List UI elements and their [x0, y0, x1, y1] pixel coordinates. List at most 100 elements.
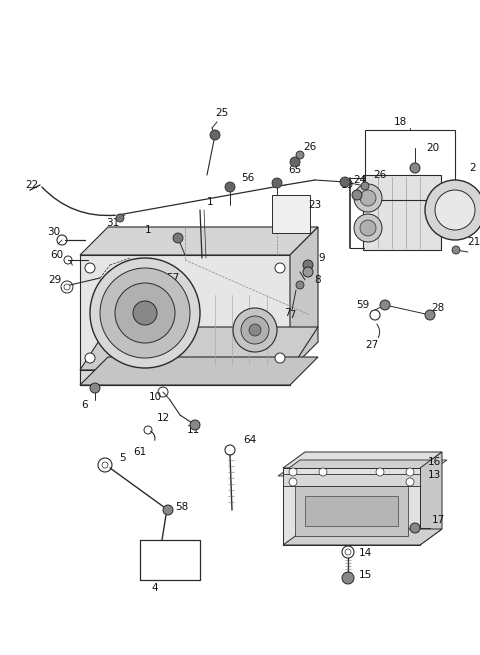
Bar	[365, 130, 455, 200]
Circle shape	[376, 468, 384, 476]
Polygon shape	[80, 357, 318, 385]
Text: 1: 1	[144, 225, 151, 235]
Text: 14: 14	[359, 548, 372, 558]
Polygon shape	[80, 370, 290, 385]
Circle shape	[85, 263, 95, 273]
Text: 11: 11	[186, 425, 200, 435]
Circle shape	[425, 180, 480, 240]
Circle shape	[296, 281, 304, 289]
Bar	[295, 486, 408, 536]
Text: 26: 26	[303, 142, 317, 152]
Circle shape	[210, 130, 220, 140]
Text: 2: 2	[470, 163, 476, 173]
Circle shape	[410, 163, 420, 173]
Circle shape	[272, 178, 282, 188]
Circle shape	[435, 190, 475, 230]
Polygon shape	[283, 529, 442, 545]
Text: 20: 20	[426, 143, 440, 153]
Polygon shape	[290, 227, 318, 370]
Circle shape	[163, 505, 173, 515]
Circle shape	[90, 258, 200, 368]
Text: 60: 60	[50, 250, 63, 260]
Bar	[305, 496, 398, 526]
Circle shape	[352, 190, 362, 200]
Circle shape	[303, 260, 313, 270]
Text: 9: 9	[319, 253, 325, 263]
Circle shape	[275, 263, 285, 273]
Circle shape	[410, 523, 420, 533]
Text: 24: 24	[353, 175, 367, 185]
Text: 13: 13	[427, 470, 441, 480]
Circle shape	[289, 478, 297, 486]
Text: 7: 7	[284, 308, 290, 318]
Text: 7: 7	[289, 310, 295, 320]
Circle shape	[452, 246, 460, 254]
Bar	[363, 175, 441, 250]
Bar	[272, 195, 310, 233]
Circle shape	[241, 316, 269, 344]
Polygon shape	[80, 370, 290, 385]
Circle shape	[90, 383, 100, 393]
Text: 25: 25	[216, 108, 228, 118]
Circle shape	[354, 214, 382, 242]
Circle shape	[275, 353, 285, 363]
Circle shape	[116, 214, 124, 222]
Circle shape	[340, 177, 350, 187]
Circle shape	[289, 468, 297, 476]
Text: 57: 57	[167, 273, 180, 283]
Text: 59: 59	[356, 300, 370, 310]
Circle shape	[406, 478, 414, 486]
Circle shape	[85, 353, 95, 363]
Circle shape	[354, 184, 382, 212]
Text: 4: 4	[152, 583, 158, 593]
Text: 30: 30	[48, 227, 60, 237]
Circle shape	[296, 151, 304, 159]
Text: 65: 65	[288, 165, 301, 175]
Text: 26: 26	[373, 170, 386, 180]
Text: 18: 18	[394, 117, 407, 127]
Text: 10: 10	[148, 392, 162, 402]
Text: 28: 28	[432, 303, 444, 313]
Circle shape	[361, 182, 369, 190]
Text: 56: 56	[241, 173, 254, 183]
Polygon shape	[420, 452, 442, 545]
Circle shape	[233, 308, 277, 352]
Circle shape	[100, 268, 190, 358]
Circle shape	[190, 420, 200, 430]
Text: 17: 17	[432, 515, 444, 525]
Circle shape	[115, 283, 175, 343]
Circle shape	[133, 301, 157, 325]
Circle shape	[303, 267, 313, 277]
Text: 5: 5	[120, 453, 126, 463]
Circle shape	[360, 190, 376, 206]
Circle shape	[360, 220, 376, 236]
Circle shape	[406, 468, 414, 476]
Circle shape	[249, 324, 261, 336]
Text: 19: 19	[340, 180, 354, 190]
Circle shape	[225, 182, 235, 192]
Circle shape	[380, 300, 390, 310]
Polygon shape	[283, 452, 442, 468]
Circle shape	[173, 233, 183, 243]
Text: 6: 6	[82, 400, 88, 410]
Circle shape	[319, 468, 327, 476]
Polygon shape	[80, 327, 318, 370]
Text: 16: 16	[427, 457, 441, 467]
Polygon shape	[80, 227, 318, 255]
Text: 27: 27	[365, 340, 379, 350]
Text: 8: 8	[315, 275, 321, 285]
Polygon shape	[80, 255, 290, 370]
Circle shape	[425, 310, 435, 320]
Text: 61: 61	[133, 447, 146, 457]
Text: 1: 1	[207, 197, 213, 207]
Text: 29: 29	[48, 275, 61, 285]
Bar	[283, 474, 420, 486]
Text: 31: 31	[107, 218, 120, 228]
Polygon shape	[283, 468, 420, 545]
Circle shape	[342, 572, 354, 584]
Polygon shape	[278, 460, 447, 476]
Circle shape	[290, 157, 300, 167]
Text: 12: 12	[156, 413, 169, 423]
Text: 21: 21	[468, 237, 480, 247]
Text: 58: 58	[175, 502, 189, 512]
